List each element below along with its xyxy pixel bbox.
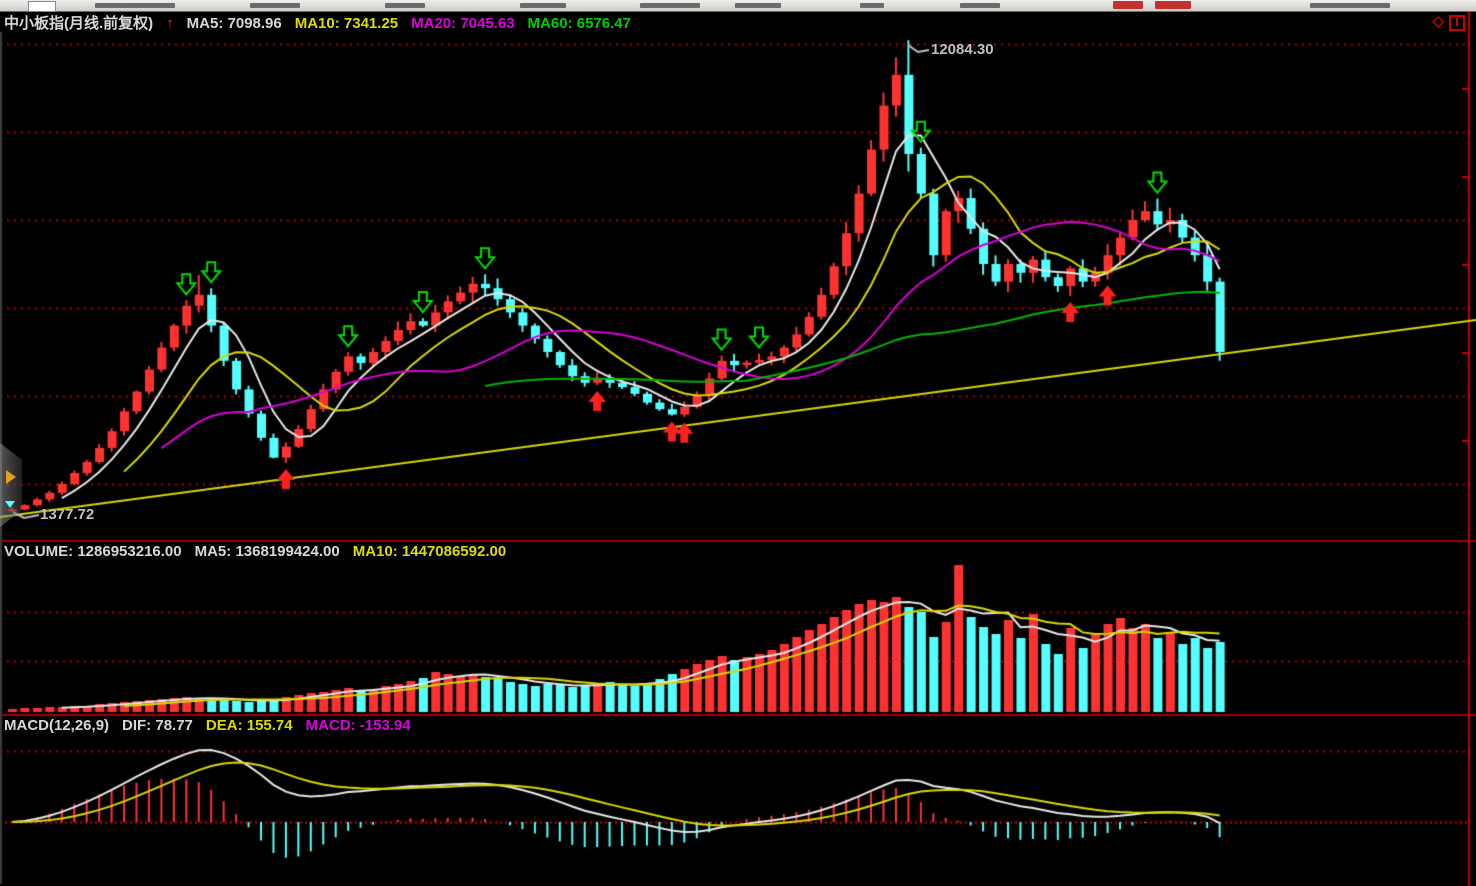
vol-ma5-readout: MA5: 1368199424.00 [194,543,340,560]
volume-readout: VOLUME: 1286953216.00 [4,543,182,560]
volume-header: VOLUME: 1286953216.00 MA5: 1368199424.00 M… [4,543,519,560]
macd-params-label: MACD(12,26,9) [4,717,110,734]
dif-readout: DIF: 78.77 [122,717,193,734]
symbol-label: 中小板指(月线.前复权) [4,15,154,32]
ma60-readout: MA60: 6576.47 [527,15,631,32]
peak-price-annotation: 12084.30 [931,41,994,58]
low-price-annotation: 1377.72 [40,506,95,523]
ma10-readout: MA10: 7341.25 [294,15,399,32]
window-box-inner [1456,18,1462,26]
macd-header: MACD(12,26,9) DIF: 78.77 DEA: 155.74 MACD: … [4,717,424,734]
macd-readout: MACD: -153.94 [305,717,411,734]
expand-arrow-icon [6,470,16,484]
chart-title-bar: 中小板指(月线.前复权) ↑ MA5: 7098.96 MA10: 7341.25 MA… [4,12,644,33]
price-up-arrow-icon: ↑ [166,15,174,32]
ma5-readout: MA5: 7098.96 [186,15,282,32]
vol-ma10-readout: MA10: 1447086592.00 [352,543,507,560]
ma20-readout: MA20: 7045.63 [411,15,515,32]
scroll-down-icon [5,501,15,508]
dea-readout: DEA: 155.74 [205,717,293,734]
sidebar-toggle[interactable] [0,443,22,527]
window-box-icon[interactable] [1449,15,1465,31]
diamond-icon[interactable]: ◇ [1432,13,1444,30]
